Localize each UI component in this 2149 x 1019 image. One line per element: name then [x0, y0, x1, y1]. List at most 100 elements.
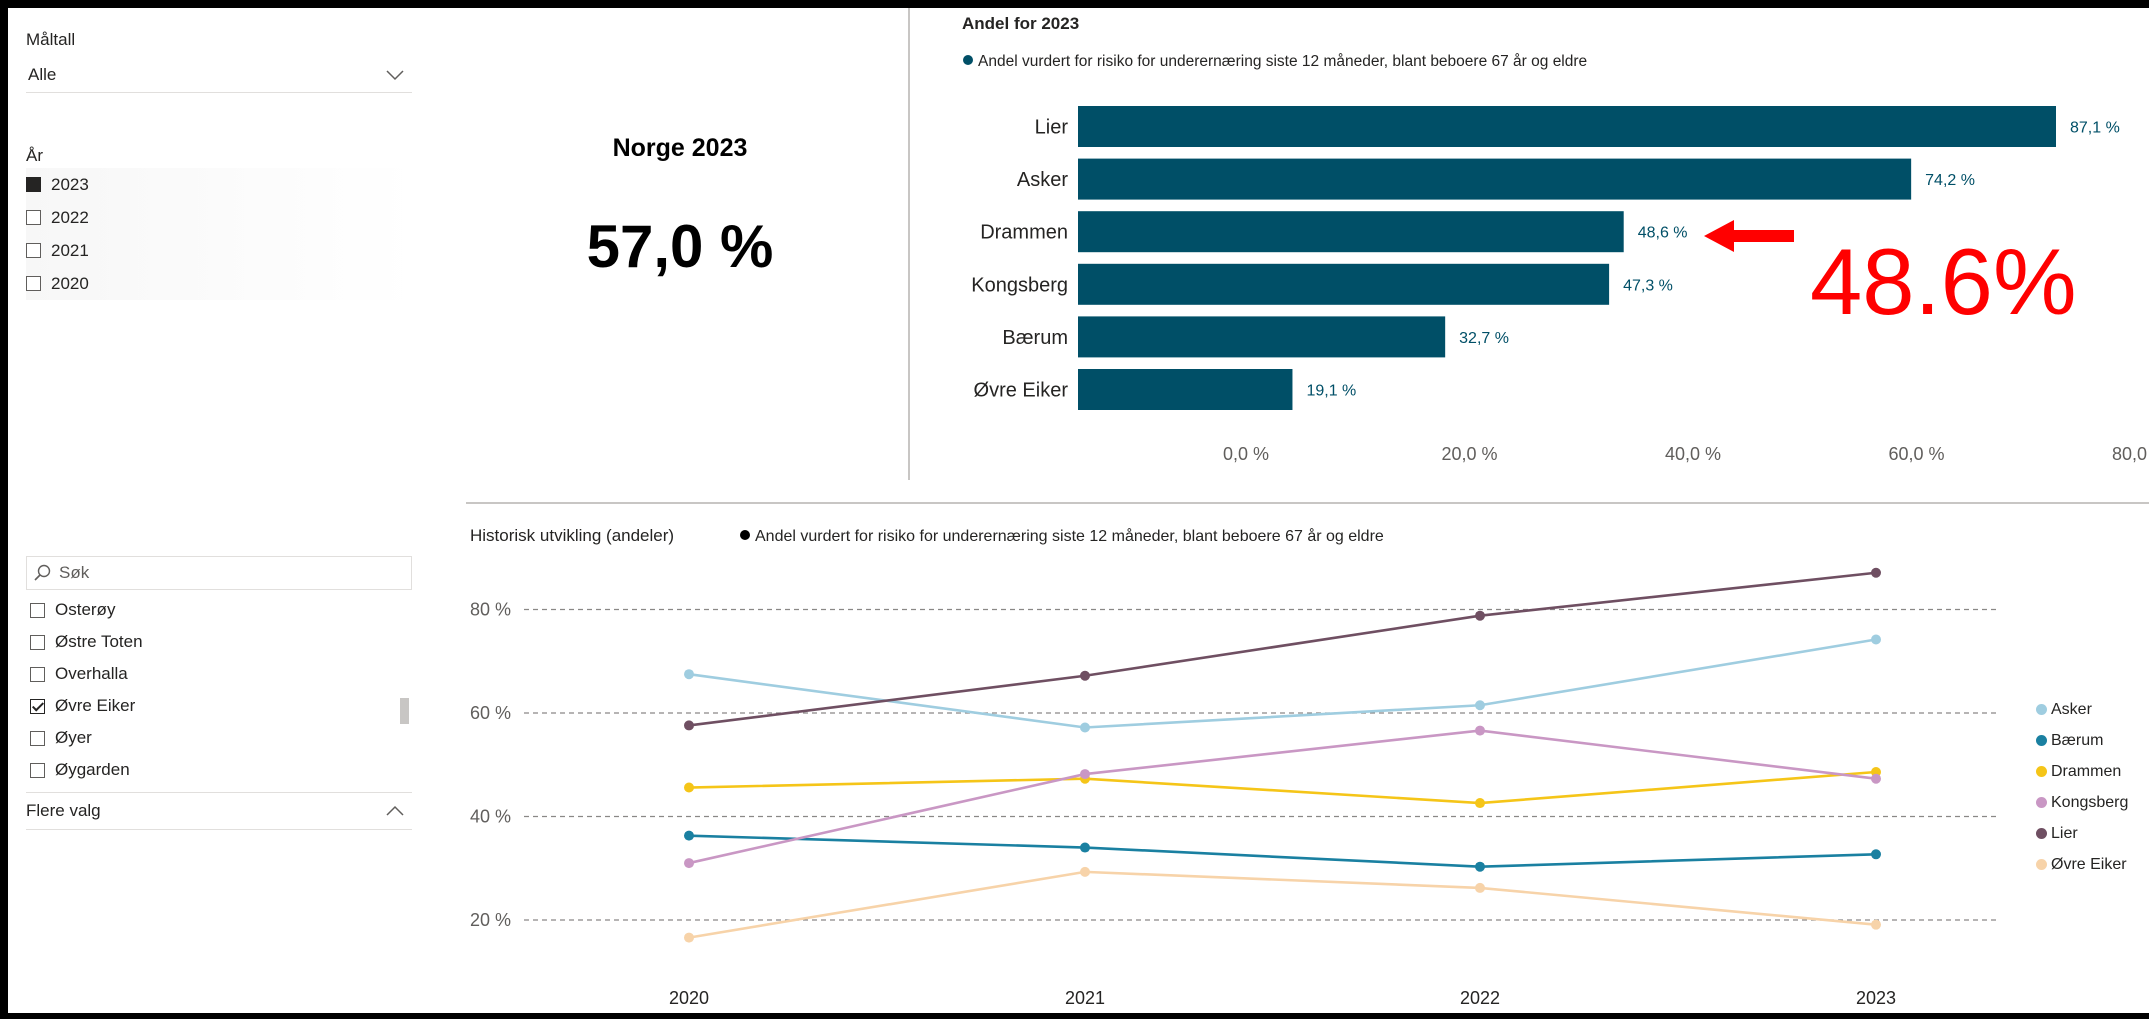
bar: [1078, 106, 2056, 147]
data-point: [684, 830, 694, 841]
bar-category-label: Lier: [1035, 117, 1069, 139]
x-tick-label: 2022: [1460, 988, 1500, 1008]
bar-chart-title: Andel for 2023: [962, 14, 1079, 33]
legend-label: Drammen: [2051, 762, 2122, 780]
municipality-option[interactable]: Øvre Eiker: [30, 690, 410, 722]
bar-value-label: 48,6 %: [1638, 225, 1688, 242]
search-input[interactable]: [57, 562, 361, 584]
legend-dot: [2036, 704, 2047, 715]
legend-item[interactable]: Bærum: [2036, 725, 2128, 756]
legend-label: Kongsberg: [2051, 793, 2129, 811]
x-tick-label: 20,0 %: [1441, 444, 1497, 464]
data-point: [1080, 722, 1090, 733]
municipality-label: Overhalla: [55, 664, 128, 683]
bar-value-label: 32,7 %: [1459, 330, 1509, 347]
series-line: [688, 770, 1877, 805]
checkbox-icon[interactable]: [30, 762, 45, 778]
series-line: [688, 638, 1877, 729]
data-point: [1475, 861, 1485, 872]
checkbox-icon[interactable]: [30, 634, 45, 650]
bar: [1078, 316, 1446, 358]
municipality-label: Øygarden: [55, 760, 130, 779]
bar-chart-legend: Andel vurdert for risiko for underernæri…: [978, 53, 1587, 70]
municipality-option[interactable]: Øyer: [30, 722, 410, 754]
legend-item[interactable]: Kongsberg: [2036, 787, 2128, 818]
data-point: [1475, 882, 1485, 893]
year-option-label: 2020: [51, 273, 89, 293]
bar-value-label: 87,1 %: [2070, 120, 2120, 137]
bar: [1078, 263, 1610, 305]
municipality-label: Østre Toten: [55, 632, 143, 651]
more-options-label: Flere valg: [26, 801, 101, 820]
legend-label: Øvre Eiker: [2051, 855, 2127, 873]
legend-item[interactable]: Drammen: [2036, 756, 2128, 787]
bar-category-label: Asker: [1017, 169, 1068, 191]
line-chart-legend: Asker Bærum Drammen Kongsberg Lier Øvre Eiker: [2036, 694, 2128, 880]
legend-dot: [2036, 766, 2047, 777]
data-point: [1871, 567, 1881, 578]
bar: [1078, 211, 1624, 253]
year-slicer-title: År: [26, 146, 43, 165]
municipality-option[interactable]: Overhalla: [30, 658, 410, 690]
series-line: [688, 870, 1877, 939]
checkbox-icon[interactable]: [26, 177, 41, 192]
bar-value-label: 74,2 %: [1925, 172, 1975, 189]
more-options-toggle[interactable]: Flere valg: [26, 792, 412, 830]
y-tick-label: 40 %: [470, 807, 511, 827]
kpi-title: Norge 2023: [612, 134, 748, 162]
legend-label: Asker: [2051, 700, 2092, 718]
checkbox-icon[interactable]: [30, 730, 45, 746]
bar-category-label: Bærum: [1002, 327, 1068, 349]
kpi-value: 57,0 %: [586, 213, 774, 280]
divider: [908, 8, 910, 480]
municipality-label: Øyer: [55, 728, 92, 747]
x-tick-label: 60,0 %: [1888, 444, 1944, 464]
y-tick-label: 20 %: [470, 910, 511, 930]
year-option-label: 2022: [51, 207, 89, 227]
scrollbar-thumb[interactable]: [400, 698, 409, 724]
municipality-label: Øvre Eiker: [55, 696, 136, 715]
y-tick-label: 60 %: [470, 703, 511, 723]
red-arrow-icon: [1704, 220, 1794, 252]
legend-dot: [2036, 797, 2047, 808]
legend-label: Bærum: [2051, 731, 2104, 749]
bar: [1078, 369, 1293, 410]
checkbox-checked-icon[interactable]: [30, 698, 45, 714]
data-point: [684, 782, 694, 793]
legend-item[interactable]: Lier: [2036, 818, 2128, 849]
checkbox-icon[interactable]: [26, 210, 41, 225]
municipality-search[interactable]: [26, 556, 412, 590]
legend-dot: [2036, 828, 2047, 839]
y-tick-label: 80 %: [470, 600, 511, 620]
year-option-2023[interactable]: 2023: [26, 168, 416, 201]
legend-item[interactable]: Øvre Eiker: [2036, 849, 2128, 880]
checkbox-icon[interactable]: [30, 602, 45, 618]
measure-dropdown[interactable]: Alle: [26, 58, 412, 93]
legend-dot: [2036, 859, 2047, 870]
legend-item[interactable]: Asker: [2036, 694, 2128, 725]
x-tick-label: 0,0 %: [1223, 444, 1269, 464]
checkbox-icon[interactable]: [26, 276, 41, 291]
divider: [466, 502, 2149, 504]
bar-value-label: 47,3 %: [1623, 277, 1673, 294]
checkbox-icon[interactable]: [26, 243, 41, 258]
year-slicer-list: 2023 2022 2021 2020: [26, 168, 416, 300]
data-point: [684, 720, 694, 731]
municipality-option[interactable]: Øygarden: [30, 754, 410, 786]
legend-dot: [963, 55, 973, 65]
municipality-option[interactable]: Østre Toten: [30, 626, 410, 658]
bar-category-label: Kongsberg: [971, 274, 1068, 296]
data-point: [1475, 798, 1485, 809]
year-option-2022[interactable]: 2022: [26, 201, 416, 234]
year-option-label: 2023: [51, 174, 89, 194]
year-option-2020[interactable]: 2020: [26, 267, 416, 300]
data-point: [1871, 634, 1881, 645]
year-option-2021[interactable]: 2021: [26, 234, 416, 267]
municipality-option[interactable]: Osterøy: [30, 594, 410, 626]
legend-dot: [740, 530, 750, 540]
x-tick-label: 2021: [1065, 988, 1105, 1008]
checkbox-icon[interactable]: [30, 666, 45, 682]
line-chart-title: Historisk utvikling (andeler): [470, 526, 674, 545]
measure-slicer-title: Måltall: [26, 30, 76, 49]
bar-value-label: 19,1 %: [1306, 383, 1356, 400]
